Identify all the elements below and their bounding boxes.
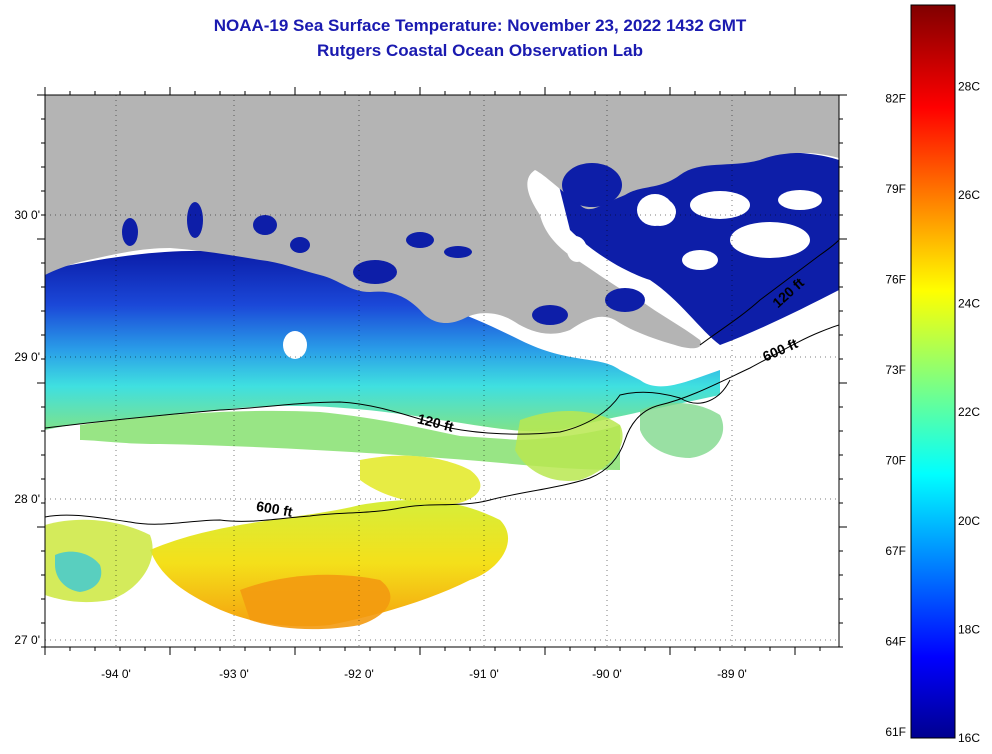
colorbar-fahrenheit-label: 82F (885, 92, 906, 106)
contour-600ft (45, 324, 839, 525)
map-ticks (37, 87, 847, 655)
colorbar-fahrenheit-label: 76F (885, 272, 906, 286)
shelf-water (45, 250, 720, 432)
lon-label: -89 0' (717, 667, 747, 681)
colorbar-celsius-label: 18C (958, 622, 980, 636)
contour-label-600ft: 600 ft (255, 498, 294, 520)
green-patch-east (640, 402, 724, 458)
land-louisiana (45, 95, 839, 349)
colorbar (910, 4, 956, 739)
longitude-labels: -94 0' -93 0' -92 0' -91 0' -90 0' -89 0' (101, 667, 747, 681)
colorbar-celsius-label: 20C (958, 514, 980, 528)
colorbar-celsius-label: 16C (958, 731, 980, 745)
lat-label: 28 0' (14, 492, 40, 506)
cyan-patch-west (55, 551, 102, 592)
chart-subtitle: Rutgers Coastal Ocean Observation Lab (317, 41, 643, 60)
colorbar-labels: 28C 26C 24C 22C 20C 18C 16C 82F 79F 76F 73F 70F 67F 6… (885, 79, 980, 745)
warm-patch-south (150, 500, 509, 627)
lat-label: 29 0' (14, 350, 40, 364)
colorbar-fahrenheit-label: 79F (885, 182, 906, 196)
colorbar-fahrenheit-label: 73F (885, 363, 906, 377)
colorbar-fahrenheit-label: 64F (885, 634, 906, 648)
lon-label: -91 0' (469, 667, 499, 681)
ne-deep-water (555, 151, 839, 345)
shelf-green-band (80, 410, 620, 470)
lon-label: -93 0' (219, 667, 249, 681)
lon-label: -92 0' (344, 667, 374, 681)
colorbar-celsius-label: 22C (958, 405, 980, 419)
colorbar-fahrenheit-label: 70F (885, 453, 906, 467)
inland-water (122, 163, 645, 325)
warm-patch-east (515, 410, 623, 481)
lon-label: -94 0' (101, 667, 131, 681)
colorbar-celsius-label: 24C (958, 297, 980, 311)
map-border (44, 94, 840, 648)
colorbar-celsius-label: 28C (958, 79, 980, 93)
contour-120ft-ne (699, 239, 839, 346)
chart-title: NOAA-19 Sea Surface Temperature: Novembe… (213, 16, 747, 35)
latitude-labels: 30 0' 29 0' 28 0' 27 0' (14, 208, 40, 647)
graticule (45, 95, 839, 647)
lat-label: 27 0' (14, 633, 40, 647)
inland-cloud (283, 198, 676, 359)
warm-patch-orange (240, 574, 391, 630)
lat-label: 30 0' (14, 208, 40, 222)
warm-patch-mid (360, 455, 481, 505)
contour-120ft (45, 379, 731, 435)
colorbar-celsius-label: 26C (958, 188, 980, 202)
colorbar-fahrenheit-label: 61F (885, 725, 906, 739)
colorbar-fahrenheit-label: 67F (885, 544, 906, 558)
lon-label: -90 0' (592, 667, 622, 681)
